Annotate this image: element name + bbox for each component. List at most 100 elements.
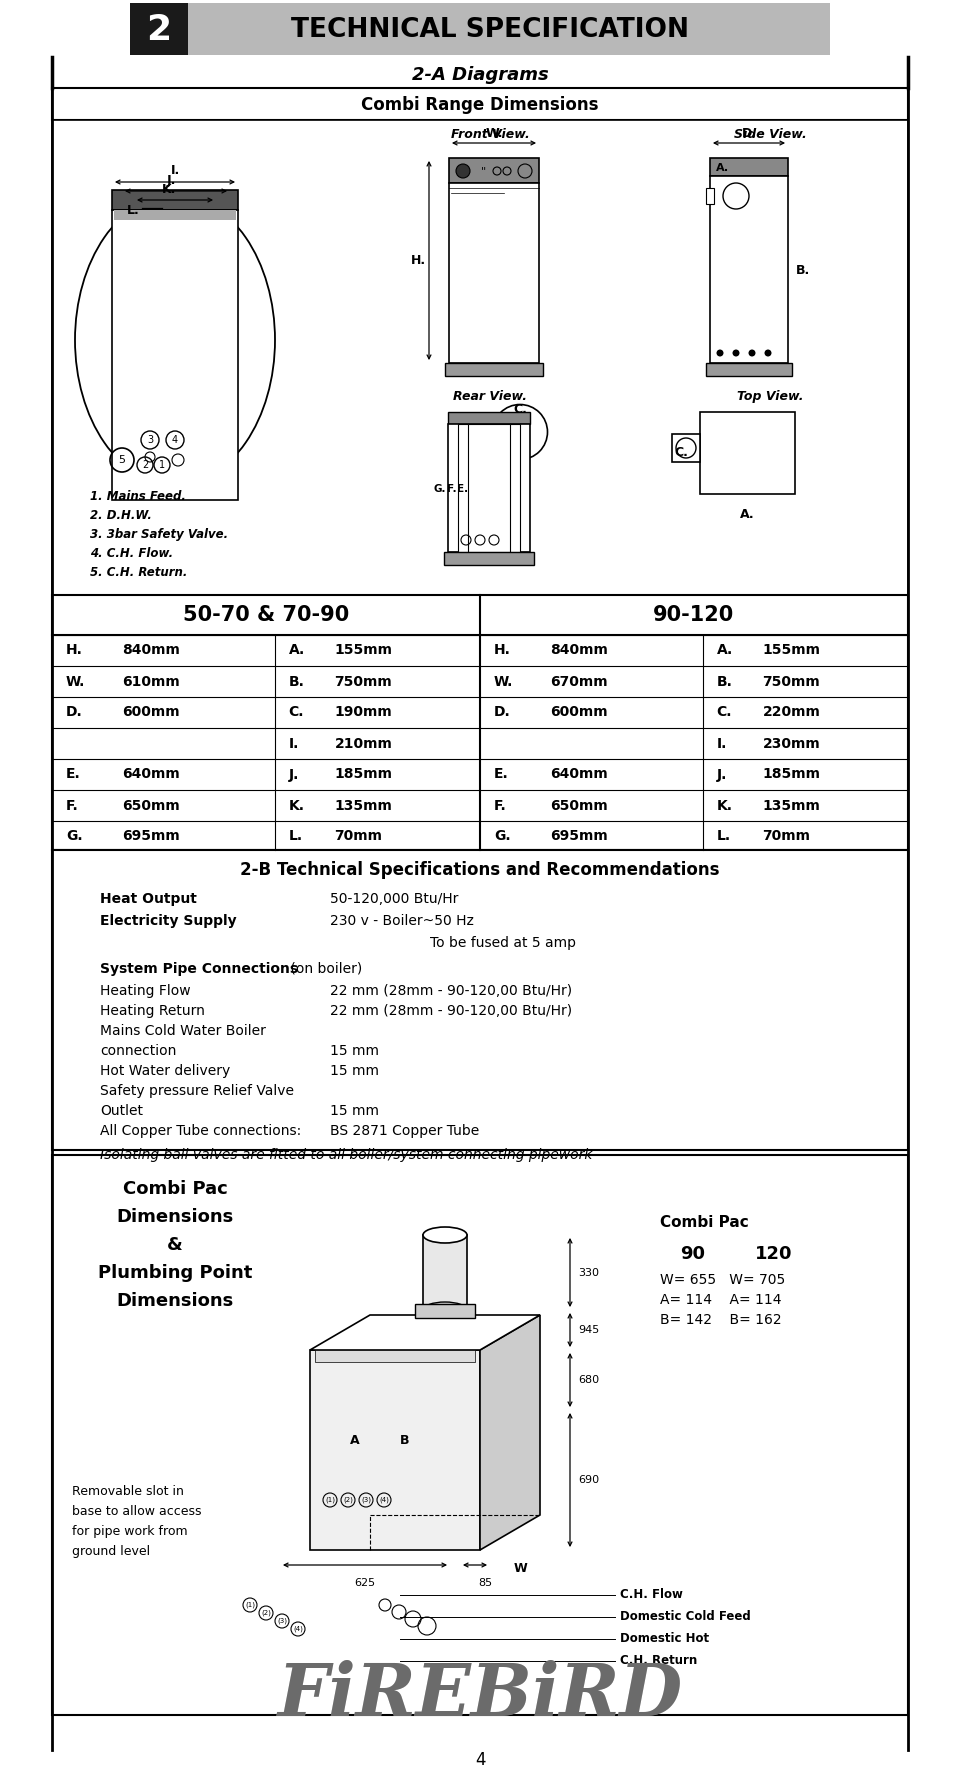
Text: 220mm: 220mm [762, 706, 821, 720]
Text: E.: E. [66, 768, 81, 781]
Text: 185mm: 185mm [762, 768, 821, 781]
Text: L.: L. [289, 829, 302, 844]
Polygon shape [310, 1350, 480, 1549]
Bar [114, 210, 236, 220]
Text: All Copper Tube connections:: All Copper Tube connections: [100, 1125, 301, 1137]
Text: A: A [350, 1433, 360, 1447]
Text: Rear View.: Rear View. [453, 390, 527, 403]
Text: ground level: ground level [72, 1546, 150, 1558]
Text: 680: 680 [578, 1375, 599, 1384]
Bar [448, 424, 530, 552]
Bar [672, 433, 700, 462]
Text: Safety pressure Relief Valve: Safety pressure Relief Valve [100, 1084, 294, 1098]
Text: Combi Range Dimensions: Combi Range Dimensions [361, 97, 599, 115]
Text: ": " [480, 167, 486, 176]
Text: Outlet: Outlet [100, 1103, 143, 1118]
Text: A.: A. [716, 643, 732, 657]
Text: 640mm: 640mm [550, 768, 608, 781]
Text: (2): (2) [343, 1497, 353, 1503]
Text: W.: W. [494, 675, 514, 688]
Bar [448, 412, 530, 424]
Text: (4): (4) [293, 1626, 303, 1632]
Text: 70mm: 70mm [334, 829, 382, 844]
Text: 750mm: 750mm [334, 675, 393, 688]
Text: Removable slot in: Removable slot in [72, 1485, 184, 1497]
Text: A= 114    A= 114: A= 114 A= 114 [660, 1293, 781, 1307]
Text: Side View.: Side View. [733, 127, 806, 141]
Text: base to allow access: base to allow access [72, 1504, 202, 1519]
Text: (on boiler): (on boiler) [286, 962, 362, 976]
Bar [444, 552, 534, 564]
Ellipse shape [423, 1227, 467, 1243]
Text: C.: C. [289, 706, 304, 720]
Text: F.: F. [66, 799, 79, 813]
Text: for pipe work from: for pipe work from [72, 1524, 187, 1538]
Text: 3: 3 [147, 435, 153, 444]
Text: A.: A. [740, 509, 755, 521]
Polygon shape [310, 1315, 540, 1350]
Text: B: B [400, 1433, 410, 1447]
Text: 5: 5 [118, 455, 126, 466]
Text: 695mm: 695mm [122, 829, 180, 844]
Text: Domestic Cold Feed: Domestic Cold Feed [620, 1610, 751, 1623]
Bar [52, 120, 908, 595]
Bar [423, 1236, 467, 1309]
Bar [415, 1304, 475, 1318]
Text: G.: G. [66, 829, 83, 844]
Circle shape [764, 349, 772, 356]
Text: BS 2871 Copper Tube: BS 2871 Copper Tube [330, 1125, 479, 1137]
Text: I.: I. [716, 736, 727, 750]
Text: 2. D.H.W.: 2. D.H.W. [90, 509, 152, 521]
Text: Mains Cold Water Boiler: Mains Cold Water Boiler [100, 1024, 266, 1039]
Text: W= 655   W= 705: W= 655 W= 705 [660, 1273, 785, 1288]
Text: C.: C. [513, 403, 527, 416]
Text: 90-120: 90-120 [654, 605, 734, 625]
Text: D.: D. [741, 127, 756, 140]
Text: F.: F. [447, 484, 457, 494]
Bar [706, 364, 792, 376]
Text: Plumbing Point: Plumbing Point [98, 1264, 252, 1282]
Text: W: W [514, 1562, 527, 1574]
Text: 90: 90 [680, 1245, 705, 1263]
Text: 230mm: 230mm [762, 736, 820, 750]
Text: 210mm: 210mm [334, 736, 393, 750]
Text: A.: A. [715, 163, 729, 174]
Text: 840mm: 840mm [550, 643, 608, 657]
Bar [700, 412, 795, 494]
Text: Isolating ball valves are fitted to all boiler/system connecting pipework: Isolating ball valves are fitted to all … [100, 1148, 592, 1162]
Text: H.: H. [411, 254, 426, 267]
Text: System Pipe Connections: System Pipe Connections [100, 962, 299, 976]
Text: 610mm: 610mm [122, 675, 180, 688]
Text: 650mm: 650mm [122, 799, 180, 813]
Text: 840mm: 840mm [122, 643, 180, 657]
Text: 155mm: 155mm [762, 643, 821, 657]
Text: 945: 945 [578, 1325, 599, 1334]
Bar [52, 1155, 908, 1716]
Text: (4): (4) [379, 1497, 389, 1503]
Text: FiREBiRD: FiREBiRD [277, 1660, 683, 1730]
Text: E.: E. [494, 768, 509, 781]
Text: G.: G. [494, 829, 511, 844]
Text: C.: C. [716, 706, 732, 720]
Text: 640mm: 640mm [122, 768, 180, 781]
Circle shape [732, 349, 739, 356]
Bar [710, 158, 788, 176]
Bar [710, 176, 788, 364]
Text: W.: W. [485, 127, 503, 140]
Text: Domestic Hot: Domestic Hot [620, 1633, 709, 1646]
Text: 135mm: 135mm [334, 799, 393, 813]
Text: A.: A. [289, 643, 305, 657]
Text: FiREBiRD: FiREBiRD [277, 1660, 683, 1730]
Text: 625: 625 [354, 1578, 375, 1589]
Bar [130, 4, 830, 56]
Text: I.: I. [170, 165, 180, 177]
Text: 4: 4 [172, 435, 178, 444]
Bar [315, 1350, 475, 1361]
Polygon shape [480, 1315, 540, 1549]
Text: Front View.: Front View. [450, 127, 529, 141]
Text: K.: K. [716, 799, 732, 813]
Bar [445, 364, 543, 376]
Bar [112, 210, 238, 500]
Text: 1: 1 [159, 460, 165, 469]
Text: L.: L. [128, 204, 140, 217]
